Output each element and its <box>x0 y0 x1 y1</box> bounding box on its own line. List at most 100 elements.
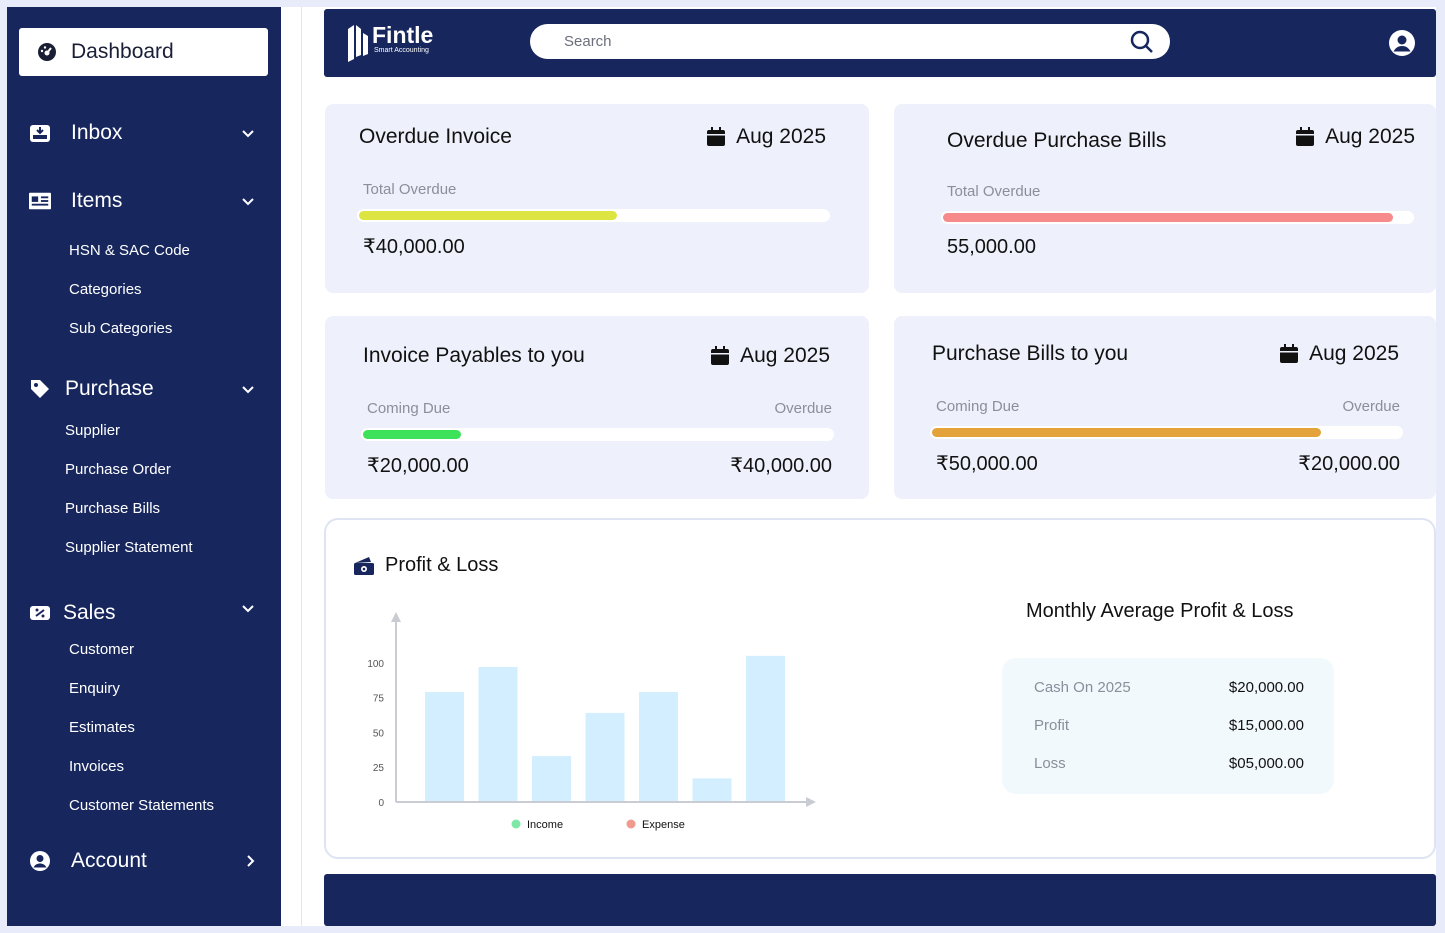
card-overdue-purchase-bills: Overdue Purchase Bills Aug 2025 Total Ov… <box>894 104 1436 293</box>
chart-bar <box>639 692 678 801</box>
chevron-down-icon[interactable] <box>241 601 255 615</box>
money-bag-icon <box>354 556 374 575</box>
sidebar: Dashboard Inbox Items HSN & SAC Code Cat… <box>7 7 281 926</box>
nav-supplier[interactable]: Supplier <box>65 422 121 439</box>
footer-bar <box>324 874 1436 926</box>
nav-account-label: Account <box>71 849 147 872</box>
chart-bar <box>585 712 625 801</box>
profit-loss-chart: 0 25 50 75 100 Income Expense <box>367 612 816 831</box>
overdue-label: Overdue <box>1342 398 1400 415</box>
y-tick-label: 0 <box>378 798 384 809</box>
monthly-average-table: Cash On 2025 $20,000.00 Profit $15,000.0… <box>1002 658 1334 794</box>
nav-sales-label: Sales <box>63 601 116 624</box>
card-title: Purchase Bills to you <box>932 342 1129 365</box>
total-overdue-label: Total Overdue <box>947 183 1041 200</box>
nav-purchase[interactable]: Purchase <box>29 377 281 401</box>
nav-purchase-label: Purchase <box>65 377 154 400</box>
nav-dashboard-label: Dashboard <box>71 40 174 63</box>
y-tick-label: 25 <box>373 763 385 774</box>
chart-bar <box>746 655 785 801</box>
overdue-label: Overdue <box>774 400 832 417</box>
logo[interactable]: Fintle Smart Accounting <box>346 23 433 63</box>
top-bar: Fintle Smart Accounting <box>324 9 1436 77</box>
nav-inbox-label: Inbox <box>71 121 123 144</box>
chevron-down-icon[interactable] <box>241 126 255 140</box>
avg-row-cash: Cash On 2025 $20,000.00 <box>1034 679 1304 696</box>
ticket-icon <box>29 602 51 624</box>
overdue-amount: ₹20,000.00 <box>1298 453 1400 475</box>
nav-enquiry[interactable]: Enquiry <box>69 680 120 697</box>
logo-name: Fintle <box>372 22 434 48</box>
date-label: Aug 2025 <box>736 125 826 148</box>
profit-loss-panel: Profit & Loss 0 25 50 75 100 Income Expense Mo… <box>324 518 1436 859</box>
y-tick-label: 75 <box>373 694 385 705</box>
total-overdue-label: Total Overdue <box>363 181 457 198</box>
date-label: Aug 2025 <box>1325 125 1415 148</box>
calendar-icon <box>711 346 730 365</box>
nav-dashboard[interactable]: Dashboard <box>19 28 268 76</box>
coming-due-label: Coming Due <box>936 398 1020 415</box>
overdue-amount: 55,000.00 <box>947 236 1036 258</box>
progress-fill <box>363 430 461 439</box>
legend-dot <box>626 819 636 829</box>
nav-items[interactable]: Items <box>29 189 281 213</box>
card-invoice-payables: Invoice Payables to you Aug 2025 Coming … <box>325 316 869 499</box>
nav-sales[interactable]: Sales <box>29 601 281 625</box>
search-bar[interactable] <box>530 24 1170 59</box>
date-picker[interactable]: Aug 2025 <box>706 125 826 149</box>
calendar-icon <box>1280 344 1299 363</box>
date-picker[interactable]: Aug 2025 <box>1295 125 1415 149</box>
tag-icon <box>29 378 51 400</box>
nav-sub-categories[interactable]: Sub Categories <box>69 320 173 337</box>
chevron-down-icon[interactable] <box>241 194 255 208</box>
avg-row-value: $05,000.00 <box>1228 755 1304 772</box>
avg-row-label: Loss <box>1034 755 1066 772</box>
user-avatar-icon[interactable] <box>1388 29 1416 57</box>
nav-items-label: Items <box>71 189 123 212</box>
overdue-amount: ₹40,000.00 <box>363 236 465 258</box>
chart-bar <box>425 692 464 801</box>
avg-row-value: $15,000.00 <box>1228 717 1304 734</box>
legend-label: Income <box>527 819 563 831</box>
card-overdue-invoice: Overdue Invoice Aug 2025 Total Overdue ₹… <box>325 104 869 293</box>
progress-fill <box>359 211 617 220</box>
profit-loss-label: Profit & Loss <box>385 554 499 576</box>
chart-bar <box>692 778 732 801</box>
date-picker[interactable]: Aug 2025 <box>710 344 830 368</box>
date-picker[interactable]: Aug 2025 <box>1279 342 1399 366</box>
nav-hsn-sac-code[interactable]: HSN & SAC Code <box>69 242 190 259</box>
inbox-icon <box>29 122 51 144</box>
card-title: Overdue Invoice <box>359 125 512 148</box>
user-circle-icon <box>29 850 51 872</box>
date-label: Aug 2025 <box>1309 342 1399 365</box>
list-card-icon <box>29 190 51 212</box>
nav-account[interactable]: Account <box>29 849 281 873</box>
nav-customer[interactable]: Customer <box>69 641 135 658</box>
overdue-amount: ₹40,000.00 <box>730 455 832 477</box>
progress-track <box>941 211 1414 224</box>
nav-purchase-order[interactable]: Purchase Order <box>65 461 171 478</box>
card-purchase-bills: Purchase Bills to you Aug 2025 Coming Du… <box>894 316 1436 499</box>
chevron-right-icon[interactable] <box>243 854 257 868</box>
progress-track <box>357 209 830 222</box>
y-axis-arrow <box>391 612 401 622</box>
nav-purchase-bills[interactable]: Purchase Bills <box>65 500 161 517</box>
date-label: Aug 2025 <box>740 344 830 367</box>
nav-supplier-statement[interactable]: Supplier Statement <box>65 539 193 556</box>
nav-estimates[interactable]: Estimates <box>69 719 135 736</box>
nav-customer-statements[interactable]: Customer Statements <box>69 797 215 814</box>
search-icon[interactable] <box>1130 30 1154 54</box>
calendar-icon <box>1296 127 1315 146</box>
legend-label: Expense <box>642 819 685 831</box>
gauge-icon <box>38 43 56 61</box>
chevron-down-icon[interactable] <box>241 382 255 396</box>
search-input[interactable] <box>564 33 1124 50</box>
y-tick-label: 50 <box>373 728 385 739</box>
coming-due-amount: ₹20,000.00 <box>367 455 469 477</box>
card-title: Overdue Purchase Bills <box>947 129 1167 152</box>
chart-bar <box>532 756 571 801</box>
avg-row-label: Cash On 2025 <box>1034 679 1131 696</box>
nav-invoices[interactable]: Invoices <box>69 758 125 775</box>
nav-inbox[interactable]: Inbox <box>29 121 281 145</box>
nav-categories[interactable]: Categories <box>69 281 142 298</box>
